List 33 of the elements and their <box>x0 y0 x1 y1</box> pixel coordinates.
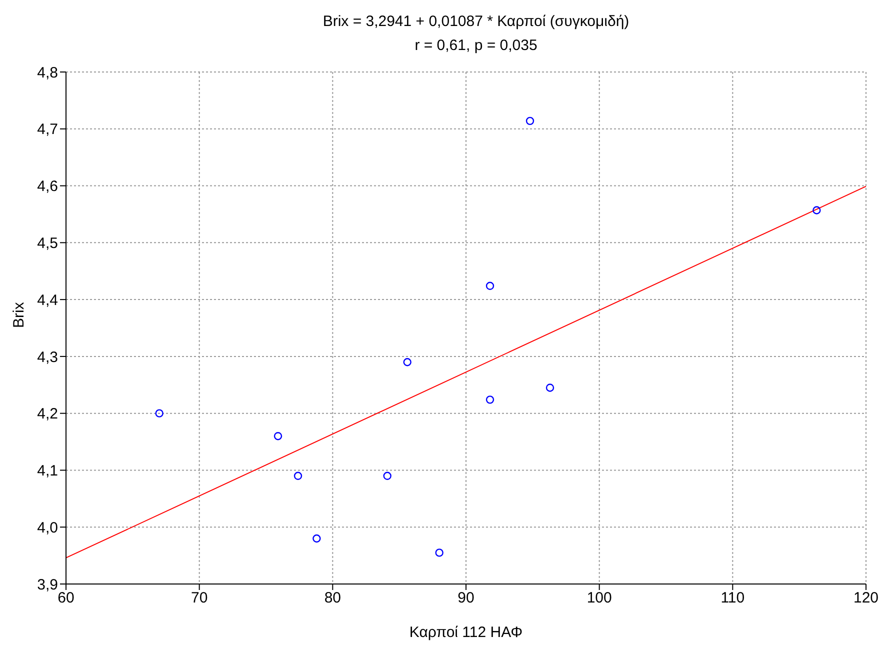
x-tick-label: 70 <box>190 590 208 607</box>
point <box>155 409 164 418</box>
x-axis-title: Καρποί 112 ΗΑΦ <box>409 624 523 641</box>
point <box>403 358 412 366</box>
point <box>526 116 534 126</box>
x-tick-label: 100 <box>586 590 612 607</box>
y-tick-label: 4,2 <box>37 406 58 423</box>
y-tick-label: 4,3 <box>37 348 58 366</box>
chart-title: Brix = 3,2941 + 0,01087 * Καρποί (συγκομιδή) <box>322 12 630 32</box>
point <box>294 472 302 480</box>
y-tick-label: 4,5 <box>37 234 58 252</box>
x-tick-label: 110 <box>720 590 745 607</box>
x-tick-label: 60 <box>58 590 74 607</box>
y-axis-title: Brix <box>10 302 28 328</box>
x-tick-label: 90 <box>458 590 474 607</box>
point <box>274 432 282 440</box>
y-tick-label: 4,7 <box>37 121 58 138</box>
x-tick-label: 120 <box>853 590 879 607</box>
y-tick-label: 4,6 <box>37 178 58 196</box>
y-tick-label: 3,9 <box>37 576 58 594</box>
point <box>546 384 554 392</box>
y-tick-label: 4,0 <box>37 519 58 536</box>
point <box>812 206 821 214</box>
point <box>486 396 494 404</box>
chart-subtitle: r = 0,61, p = 0,035 <box>414 36 538 56</box>
point <box>435 548 444 557</box>
y-tick-label: 4,8 <box>37 64 58 82</box>
x-tick-label: 80 <box>324 590 342 607</box>
point <box>312 534 321 543</box>
y-tick-label: 4,4 <box>37 292 58 309</box>
point <box>383 472 392 480</box>
point <box>486 282 494 290</box>
y-tick-label: 4,1 <box>37 462 58 480</box>
